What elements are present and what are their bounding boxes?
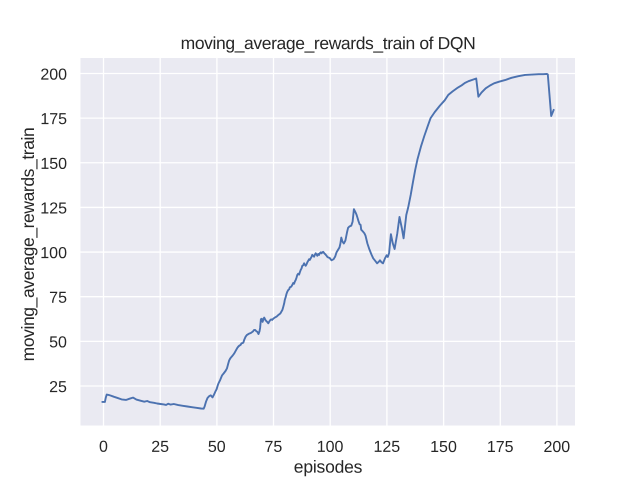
svg-text:175: 175 — [40, 111, 67, 128]
svg-text:50: 50 — [49, 334, 67, 351]
svg-text:125: 125 — [373, 439, 400, 456]
svg-text:125: 125 — [40, 200, 67, 217]
svg-text:100: 100 — [317, 439, 344, 456]
svg-text:200: 200 — [40, 67, 67, 84]
svg-text:75: 75 — [265, 439, 283, 456]
svg-text:200: 200 — [543, 439, 570, 456]
svg-text:100: 100 — [40, 245, 67, 262]
svg-text:50: 50 — [208, 439, 226, 456]
svg-text:25: 25 — [151, 439, 169, 456]
svg-text:175: 175 — [487, 439, 514, 456]
svg-text:75: 75 — [49, 290, 67, 307]
svg-text:0: 0 — [99, 439, 108, 456]
svg-text:150: 150 — [430, 439, 457, 456]
svg-text:25: 25 — [49, 379, 67, 396]
svg-text:moving_average_rewards_train o: moving_average_rewards_train of DQN — [181, 33, 476, 54]
svg-text:moving_average_rewards_train: moving_average_rewards_train — [18, 128, 39, 362]
svg-text:150: 150 — [40, 156, 67, 173]
svg-text:episodes: episodes — [294, 457, 363, 477]
